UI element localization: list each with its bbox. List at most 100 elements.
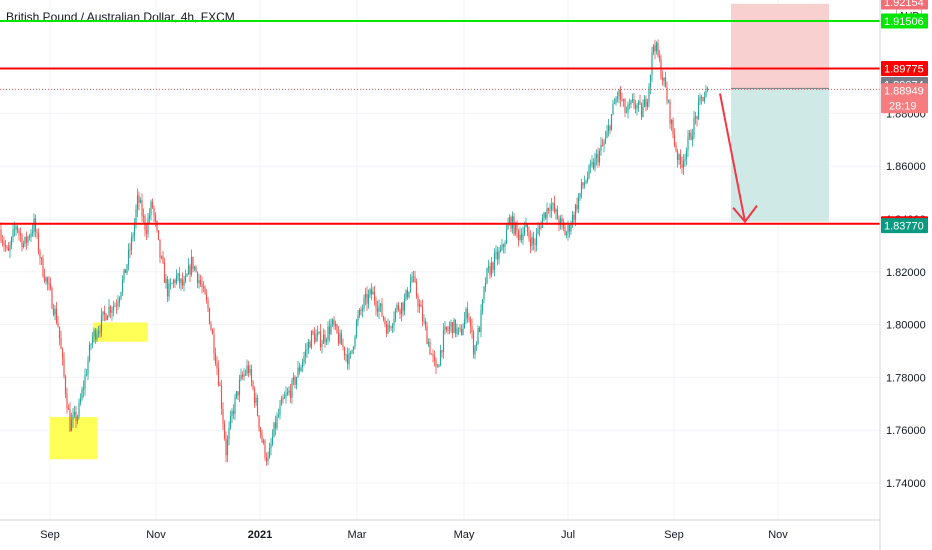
candle-body: [102, 311, 104, 316]
candle-body: [322, 334, 325, 344]
candle-body: [655, 42, 658, 52]
candle-body: [565, 233, 568, 236]
candle-body: [585, 181, 587, 184]
candle-body: [256, 397, 259, 416]
candle-body: [463, 319, 466, 329]
candle-body: [208, 308, 211, 324]
candle-body: [664, 77, 667, 88]
candle-body: [12, 229, 14, 238]
candle-body: [673, 134, 676, 146]
candle-body: [624, 99, 626, 113]
candle-body: [454, 319, 457, 334]
candle-body: [54, 308, 56, 315]
candle-body: [22, 243, 25, 248]
candle-body: [165, 278, 167, 283]
candle-body: [162, 256, 164, 263]
candle-body: [24, 236, 26, 244]
candle-body: [181, 278, 184, 286]
candle-body: [576, 204, 578, 210]
candle-body: [408, 291, 410, 298]
price-tag-top-green-bg: [881, 13, 928, 29]
candle-body: [678, 154, 680, 160]
candle-body: [79, 399, 82, 403]
candle-body: [448, 326, 451, 331]
candle-body: [274, 422, 277, 429]
candle-body: [222, 408, 224, 424]
candle-body: [636, 105, 638, 109]
candle-body: [198, 280, 200, 283]
candle-body: [451, 322, 454, 333]
candle-body: [187, 265, 190, 275]
candle-body: [361, 308, 364, 311]
candle-body: [39, 251, 41, 259]
candle-body: [426, 326, 428, 345]
candle-body: [504, 243, 506, 247]
candle-body: [540, 226, 542, 228]
candle-body: [444, 326, 446, 331]
take-profit-zone: [731, 88, 829, 222]
candle-body: [462, 328, 464, 335]
candle-body: [249, 369, 251, 374]
candle-body: [583, 183, 586, 186]
candle-body: [396, 304, 398, 310]
candle-body: [210, 323, 212, 330]
candle-body: [27, 236, 29, 243]
candle-body: [496, 252, 499, 260]
y-tick-label: 1.86000: [886, 161, 926, 173]
candle-body: [336, 324, 338, 333]
candle-body: [117, 302, 119, 307]
candle-body: [433, 355, 436, 361]
candle-body: [642, 106, 644, 118]
candle-body: [703, 97, 706, 102]
candle-body: [507, 224, 509, 230]
candle-body: [325, 339, 328, 342]
candle-body: [553, 203, 556, 212]
candle-body: [549, 210, 551, 211]
candle-body: [375, 301, 377, 309]
candle-body: [630, 100, 632, 105]
candle-body: [231, 411, 233, 417]
candle-body: [612, 104, 614, 115]
candle-body: [682, 160, 685, 168]
candle-body: [484, 283, 487, 287]
candle-body: [328, 326, 331, 334]
candle-body: [532, 237, 535, 244]
candle-body: [244, 373, 247, 375]
candle-body: [595, 154, 598, 158]
candle-body: [148, 215, 151, 219]
candle-body: [519, 234, 521, 240]
candle-body: [201, 283, 203, 288]
candle-body: [616, 96, 619, 99]
candle-body: [288, 390, 290, 393]
candle-body: [378, 306, 380, 312]
candle-body: [279, 405, 281, 415]
candle-body: [679, 154, 682, 164]
candle-body: [111, 310, 113, 313]
candle-body: [63, 357, 65, 377]
candle-body: [240, 374, 242, 380]
candle-body: [357, 315, 359, 321]
candle-body: [388, 325, 391, 327]
candle-body: [508, 217, 511, 225]
candle-body: [291, 380, 293, 398]
candle-body: [559, 218, 562, 226]
candle-body: [61, 348, 64, 358]
candle-body: [627, 104, 629, 113]
candle-body: [391, 325, 394, 328]
candle-body: [13, 228, 16, 230]
candle-body: [555, 209, 557, 212]
candle-body: [424, 320, 427, 327]
candle-body: [589, 164, 592, 166]
candle-body: [316, 332, 319, 336]
candle-body: [315, 335, 317, 343]
candle-body: [658, 55, 661, 59]
candle-body: [142, 215, 145, 217]
candle-body: [352, 346, 355, 350]
candle-body: [546, 208, 548, 219]
candle-body: [421, 307, 424, 322]
candle-body: [172, 280, 175, 284]
x-tick-label: May: [454, 529, 475, 541]
candle-body: [618, 89, 620, 97]
